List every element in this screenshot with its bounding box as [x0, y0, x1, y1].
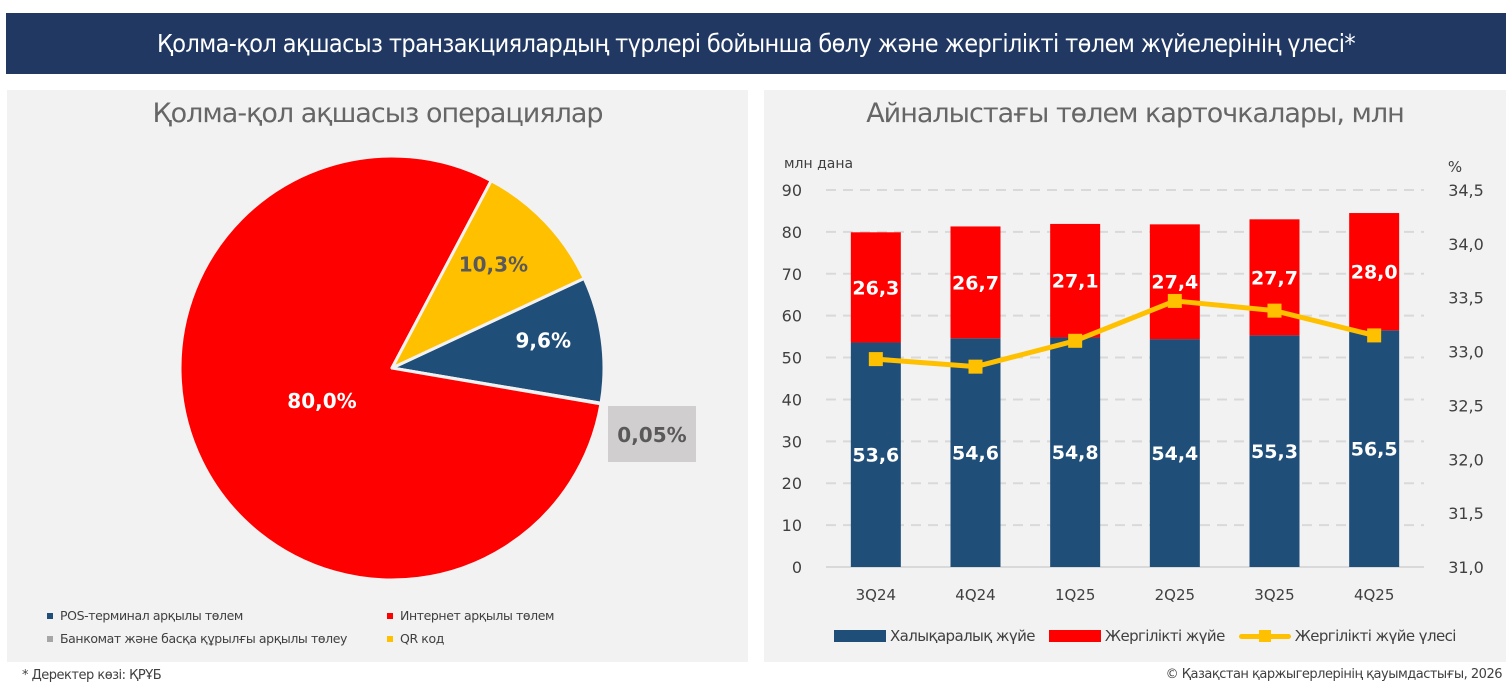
pie-legend-item-pos: POS-терминал арқылы төлем [47, 608, 387, 623]
y-tick-label: 20 [782, 474, 802, 493]
x-tick-label: 3Q25 [1254, 586, 1294, 604]
y-tick-label: 90 [782, 181, 802, 200]
bar-international [1149, 339, 1200, 567]
bar-local [1050, 223, 1101, 338]
pie-legend-swatch-atm [47, 635, 53, 642]
bar-legend-swatch-local-share [1238, 630, 1291, 642]
y2-tick-label: 32,0 [1448, 450, 1484, 469]
page-title-banner: Қолма-қол ақшасыз транзакциялардың түрле… [6, 13, 1506, 74]
source-footnote: * Деректер көзі: ҚРҰБ [22, 668, 162, 683]
bar-international-label: 54,4 [1151, 443, 1198, 465]
page-title: Қолма-қол ақшасыз транзакциялардың түрле… [156, 29, 1356, 58]
bar-international [1050, 337, 1101, 567]
y2-axis-title: % [1448, 158, 1462, 176]
bar-international [950, 338, 1001, 567]
pie-slice-qr [390, 179, 586, 370]
bar-international-label: 53,6 [852, 445, 899, 467]
y2-tick-label: 33,5 [1448, 289, 1484, 308]
pie-legend-label-pos: POS-терминал арқылы төлем [60, 608, 243, 623]
pie-slice-pos [390, 276, 606, 405]
y-tick-label: 0 [792, 558, 802, 577]
pie-legend-swatch-pos [47, 612, 53, 619]
bar-international [850, 342, 901, 567]
pie-label-internet: 80,0% [287, 389, 356, 413]
pie-label-qr: 10,3% [459, 253, 528, 277]
y-tick-label: 10 [782, 516, 802, 535]
x-tick-label: 4Q25 [1354, 586, 1394, 604]
copyright-text: © Қазақстан қаржыгерлерінің қауымдастығы… [1165, 667, 1503, 682]
bar-legend-item-international: Халықаралық жүйе [834, 627, 1035, 645]
pie-legend-label-atm: Банкомат және басқа құрылғы арқылы төлеу [60, 631, 347, 646]
y2-tick-label: 32,5 [1448, 396, 1484, 415]
bar-local-label: 26,7 [952, 272, 999, 294]
bar-chart-title: Айналыстағы төлем карточкалары, млн [866, 98, 1405, 129]
bar-local-label: 28,0 [1351, 262, 1398, 284]
y2-tick-label: 34,0 [1448, 235, 1484, 254]
bar-international [1249, 335, 1300, 567]
pie-label-box-atm [608, 406, 696, 462]
local-share-marker [1367, 328, 1382, 343]
y2-tick-label: 31,5 [1448, 504, 1484, 523]
pie-legend-label-internet: Интернет арқылы төлем [400, 608, 555, 623]
bar-chart-panel: Айналыстағы төлем карточкалары, млн млн … [764, 90, 1506, 662]
pie-label-pos: 9,6% [516, 329, 571, 353]
bar-legend-swatch-local [1048, 630, 1101, 642]
bar-legend-swatch-international [834, 630, 886, 642]
bar-legend-label-local: Жергілікті жүйе [1104, 627, 1225, 645]
bar-local-label: 27,7 [1251, 267, 1298, 289]
local-share-marker [1267, 303, 1282, 318]
bar-legend-label-international: Халықаралық жүйе [890, 627, 1035, 645]
bar-legend-label-local-share: Жергілікті жүйе үлесі [1294, 627, 1457, 645]
bar-international-label: 55,3 [1251, 441, 1298, 463]
bar-international [1349, 330, 1400, 567]
x-tick-label: 4Q24 [955, 586, 995, 604]
pie-legend-item-qr: QR код [387, 631, 607, 646]
pie-legend-swatch-qr [387, 635, 393, 642]
y-tick-label: 70 [782, 265, 802, 284]
pie-chart: 9,6% 0,05% 80,0% 10,3% [178, 154, 696, 582]
bar-legend-item-local: Жергілікті жүйе [1048, 627, 1225, 645]
pie-slice-internet [178, 154, 603, 582]
bar-local [1149, 224, 1200, 340]
y-tick-label: 60 [782, 307, 802, 326]
local-share-marker [968, 359, 983, 374]
bar-local [950, 226, 1001, 339]
y2-tick-label: 34,5 [1448, 181, 1484, 200]
y-tick-label: 30 [782, 432, 802, 451]
bar-legend: Халықаралық жүйе Жергілікті жүйе Жергілі… [834, 627, 1470, 645]
y-tick-label: 80 [782, 223, 802, 242]
pie-legend-item-atm: Банкомат және басқа құрылғы арқылы төлеу [47, 631, 387, 646]
pie-legend-label-qr: QR код [400, 631, 444, 646]
y-axis-title: млн дана [784, 156, 853, 172]
x-tick-label: 1Q25 [1055, 586, 1095, 604]
local-share-line [875, 298, 1375, 370]
bar-legend-item-local-share: Жергілікті жүйе үлесі [1238, 627, 1457, 645]
y2-tick-label: 33,0 [1448, 343, 1484, 362]
local-share-marker [1167, 293, 1182, 308]
bar-international-label: 54,8 [1052, 442, 1099, 464]
pie-legend-swatch-internet [387, 612, 393, 619]
local-share-marker [1068, 333, 1083, 348]
y2-tick-label: 31,0 [1448, 558, 1484, 577]
bar-local-label: 27,1 [1052, 271, 1099, 293]
pie-chart-title: Қолма-қол ақшасыз операциялар [152, 98, 603, 129]
bar-local [1349, 213, 1400, 331]
bar-local [850, 232, 901, 343]
y-tick-label: 40 [782, 390, 802, 409]
pie-legend-item-internet: Интернет арқылы төлем [387, 608, 607, 623]
bar-international-label: 54,6 [952, 443, 999, 465]
y-tick-label: 50 [782, 349, 802, 368]
pie-legend: POS-терминал арқылы төлем Интернет арқыл… [47, 608, 607, 646]
bar-international-label: 56,5 [1351, 439, 1398, 461]
bar-local-label: 27,4 [1151, 272, 1198, 294]
pie-chart-panel: Қолма-қол ақшасыз операциялар 9,6% 0,05% 8… [7, 90, 748, 662]
bar-local-label: 26,3 [852, 277, 899, 299]
x-tick-label: 2Q25 [1155, 586, 1195, 604]
bar-chart: млн дана % 0 10 20 30 40 50 60 70 80 90 31,0 31,5 32,0… [782, 156, 1484, 604]
local-share-marker [868, 352, 883, 367]
pie-label-atm: 0,05% [617, 423, 686, 447]
x-tick-label: 3Q24 [856, 586, 896, 604]
